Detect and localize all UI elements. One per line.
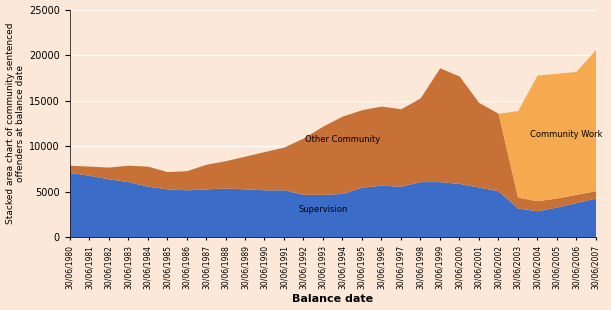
- Text: Other Community: Other Community: [305, 135, 380, 144]
- Y-axis label: Stacked area chart of community sentenced
offenders at balance date: Stacked area chart of community sentence…: [5, 23, 25, 224]
- X-axis label: Balance date: Balance date: [292, 294, 373, 304]
- Text: Community Work: Community Work: [530, 130, 602, 139]
- Text: Supervision: Supervision: [298, 205, 348, 214]
